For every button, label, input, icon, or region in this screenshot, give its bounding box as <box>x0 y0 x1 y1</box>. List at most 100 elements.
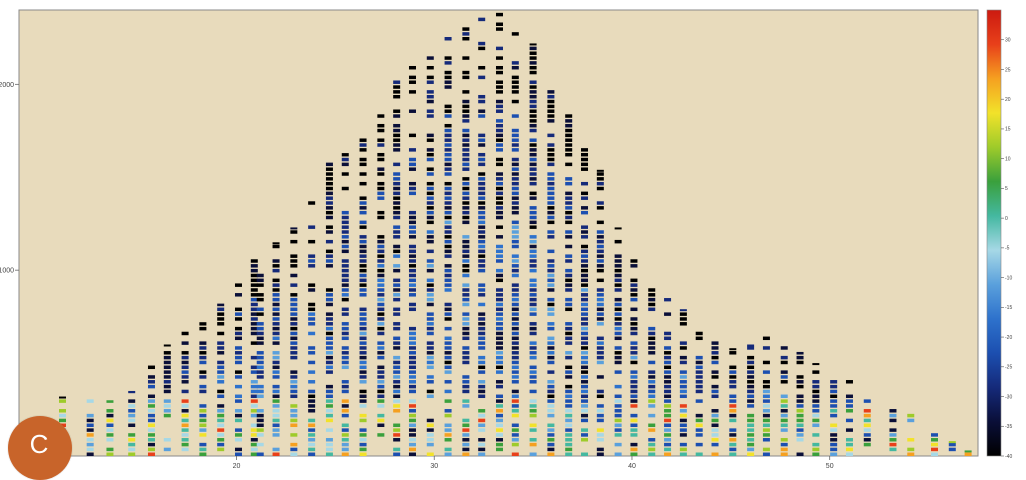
heatmap-cell <box>495 181 503 186</box>
heatmap-cell <box>478 133 486 138</box>
heatmap-cell <box>511 428 519 432</box>
heatmap-cell <box>426 249 434 254</box>
heatmap-cell <box>812 423 820 428</box>
heatmap-cell <box>529 220 537 225</box>
heatmap-cell <box>250 264 258 268</box>
heatmap-cell <box>325 317 333 321</box>
heatmap-cell <box>664 438 672 442</box>
heatmap-cell <box>444 167 452 171</box>
heatmap-cell <box>679 418 687 423</box>
heatmap-cell <box>889 413 897 418</box>
heatmap-cell <box>163 399 171 403</box>
heatmap-cell <box>341 447 349 452</box>
heatmap-cell <box>747 389 755 394</box>
heatmap-cell <box>547 259 555 263</box>
heatmap-cell <box>393 428 401 432</box>
heatmap-cell <box>408 220 416 225</box>
heatmap-cell <box>729 399 737 403</box>
heatmap-cell <box>596 317 604 321</box>
heatmap-cell <box>495 138 503 142</box>
heatmap-cell <box>729 384 737 389</box>
heatmap-cell <box>408 278 416 283</box>
heatmap-cell <box>308 394 316 399</box>
heatmap-cell <box>614 336 622 341</box>
heatmap-cell <box>462 384 470 389</box>
heatmap-cell <box>86 413 94 418</box>
heatmap-cell <box>596 254 604 258</box>
heatmap-cell <box>796 404 804 408</box>
heatmap-cell <box>462 36 470 41</box>
heatmap-cell <box>444 186 452 191</box>
heatmap-cell <box>495 99 503 104</box>
heatmap-cell <box>377 143 385 147</box>
heatmap-cell <box>478 220 486 225</box>
heatmap-cell <box>581 307 589 312</box>
heatmap-cell <box>444 423 452 428</box>
heatmap-cell <box>408 433 416 437</box>
heatmap-cell <box>393 215 401 220</box>
heatmap-cell <box>565 138 573 142</box>
heatmap-cell <box>426 114 434 118</box>
heatmap-cell <box>511 201 519 205</box>
heatmap-cell <box>250 389 258 394</box>
heatmap-cell <box>426 326 434 331</box>
heatmap-cell <box>762 394 770 399</box>
heatmap-cell <box>290 394 298 399</box>
heatmap-cell <box>341 288 349 292</box>
heatmap-cell <box>163 413 171 418</box>
heatmap-cell <box>408 428 416 432</box>
heatmap-cell <box>234 331 242 336</box>
heatmap-cell <box>780 423 788 428</box>
heatmap-cell <box>199 433 207 437</box>
heatmap-cell <box>308 447 316 452</box>
heatmap-cell <box>648 438 656 442</box>
heatmap-cell <box>393 244 401 249</box>
heatmap-cell <box>325 196 333 200</box>
heatmap-cell <box>359 399 367 403</box>
heatmap-cell <box>377 157 385 162</box>
heatmap-cell <box>462 143 470 147</box>
heatmap-cell <box>377 210 385 215</box>
heatmap-cell <box>393 389 401 394</box>
colorbar-gradient <box>986 9 1002 457</box>
heatmap-cell <box>478 259 486 263</box>
heatmap-cell <box>272 375 280 379</box>
heatmap-cell <box>529 114 537 118</box>
heatmap-cell <box>747 404 755 408</box>
heatmap-cell <box>565 143 573 147</box>
heatmap-cell <box>695 442 703 447</box>
heatmap-cell <box>830 389 838 394</box>
heatmap-cell <box>341 442 349 447</box>
heatmap-cell <box>729 447 737 452</box>
heatmap-cell <box>308 302 316 307</box>
heatmap-cell <box>581 351 589 355</box>
heatmap-cell <box>217 365 225 370</box>
heatmap-cell <box>444 433 452 437</box>
heatmap-cell <box>325 346 333 350</box>
heatmap-cell <box>565 297 573 302</box>
heatmap-cell <box>217 360 225 365</box>
heatmap-cell <box>426 452 434 456</box>
heatmap-cell <box>462 148 470 152</box>
heatmap-cell <box>547 210 555 215</box>
heatmap-cell <box>495 123 503 128</box>
heatmap-cell <box>614 264 622 268</box>
heatmap-cell <box>511 259 519 263</box>
heatmap-cell <box>426 346 434 350</box>
heatmap-cell <box>596 394 604 399</box>
heatmap-cell <box>565 331 573 336</box>
heatmap-cell <box>272 293 280 297</box>
heatmap-cell <box>408 259 416 263</box>
heatmap-cell <box>377 259 385 263</box>
heatmap-cell <box>630 442 638 447</box>
heatmap-cell <box>325 288 333 292</box>
heatmap-cell <box>377 331 385 336</box>
heatmap-cell <box>664 418 672 423</box>
heatmap-cell <box>511 114 519 118</box>
heatmap-cell <box>529 442 537 447</box>
heatmap-cell <box>290 302 298 307</box>
heatmap-cell <box>511 128 519 133</box>
heatmap-cell <box>581 365 589 370</box>
heatmap-cell <box>478 254 486 258</box>
heatmap-cell <box>359 394 367 399</box>
